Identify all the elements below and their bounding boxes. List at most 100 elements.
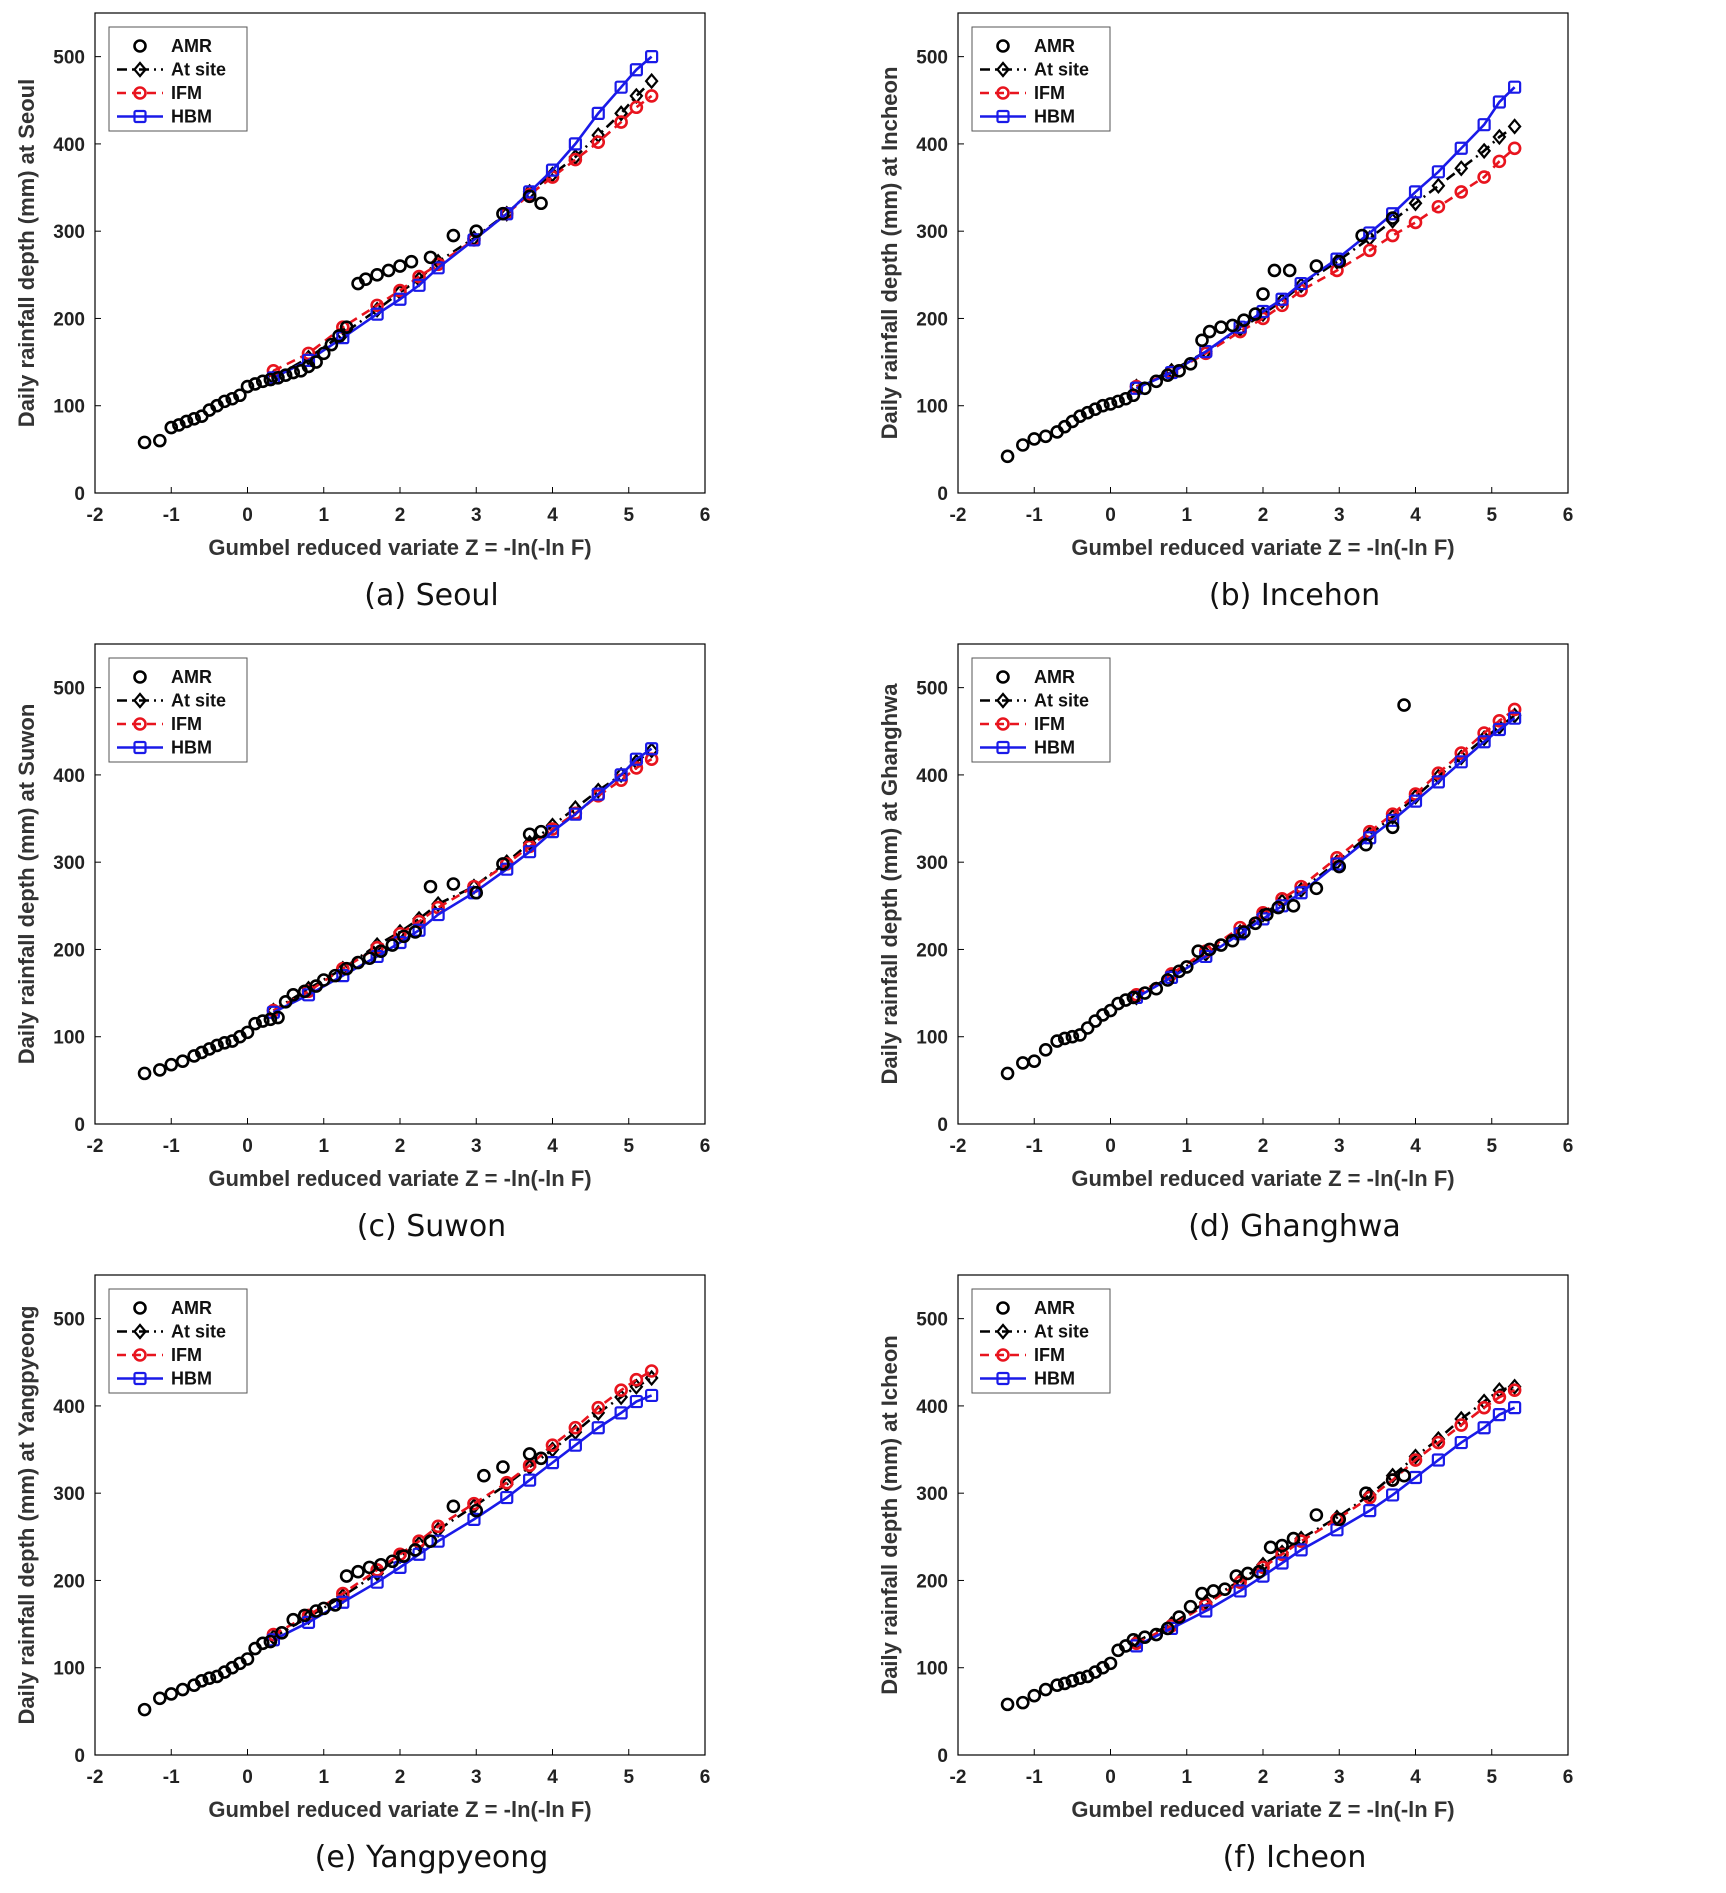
x-tick-label: 0 bbox=[1105, 1767, 1116, 1788]
series-at-site-point-11 bbox=[1431, 177, 1446, 195]
y-tick-label: 500 bbox=[53, 1310, 85, 1331]
y-tick-label: 500 bbox=[53, 48, 85, 69]
series-ifm-point-11 bbox=[1431, 766, 1446, 780]
legend-hbm-marker-point-0 bbox=[133, 109, 147, 124]
series-amr-point-7 bbox=[1073, 1028, 1087, 1042]
series-ifm-point-8 bbox=[499, 1475, 514, 1490]
series-amr-point-14 bbox=[263, 1634, 278, 1649]
x-tick-label: 2 bbox=[1258, 1136, 1269, 1157]
chart-e: -2 -1 0 1 2 3 4 5 6 0 100 200 300 400 500 Gumbel reduce… bbox=[14, 1274, 710, 1822]
series-hbm-point-2 bbox=[336, 1595, 350, 1609]
series-amr-point-20 bbox=[316, 973, 331, 987]
series-amr-point-3 bbox=[1038, 429, 1053, 444]
series-ifm-point-13 bbox=[614, 115, 628, 129]
series-hbm-point-7 bbox=[1330, 857, 1344, 871]
series-ifm-point-10 bbox=[1408, 1453, 1423, 1467]
series-hbm-point-4 bbox=[1256, 304, 1270, 319]
series-amr-point-21 bbox=[309, 355, 323, 369]
series-amr-point-28 bbox=[1282, 263, 1297, 278]
series-amr-point-5 bbox=[194, 1674, 209, 1688]
x-tick-label: -2 bbox=[87, 505, 104, 526]
legend-at-site-label: At site bbox=[171, 691, 226, 711]
x-tick-label: 4 bbox=[547, 505, 558, 526]
series-amr-point-2 bbox=[164, 1687, 179, 1701]
x-axis-label: Gumbel reduced variate Z = -ln(-ln F) bbox=[1071, 1166, 1454, 1191]
x-tick-label: 6 bbox=[700, 1136, 711, 1157]
x-tick-label: 6 bbox=[1563, 505, 1574, 526]
series-amr-point-14 bbox=[255, 374, 270, 389]
y-tick-label: 0 bbox=[74, 484, 85, 505]
x-tick-label: 0 bbox=[1105, 1136, 1116, 1157]
series-amr-point-25 bbox=[1252, 1564, 1266, 1579]
chart-a: -2 -1 0 1 2 3 4 5 6 0 100 200 300 400 500 Gumbel reduce… bbox=[14, 12, 710, 560]
series-amr-point-34 bbox=[534, 1451, 548, 1466]
series-amr-point-22 bbox=[1218, 1582, 1232, 1596]
series-hbm-point-15 bbox=[645, 742, 659, 756]
x-tick-label: 3 bbox=[1334, 1767, 1345, 1788]
x-tick-label: 3 bbox=[1334, 1136, 1345, 1157]
series-hbm-point-5 bbox=[1275, 1556, 1289, 1570]
legend: AMR At site IFM HBM bbox=[971, 657, 1111, 763]
series-amr-point-18 bbox=[297, 984, 312, 999]
x-tick-label: 5 bbox=[623, 1136, 634, 1157]
series-ifm-point-14 bbox=[629, 1372, 644, 1387]
x-tick-label: 4 bbox=[1410, 1136, 1421, 1157]
series-ifm-point-14 bbox=[629, 100, 644, 115]
legend-amr-label: AMR bbox=[171, 667, 212, 687]
series-amr-point-4 bbox=[1050, 1678, 1064, 1692]
series-hbm-point-6 bbox=[1294, 886, 1308, 900]
series-amr-point-3 bbox=[172, 418, 186, 432]
series-amr-point-11 bbox=[1103, 1656, 1118, 1671]
series-ifm-point-13 bbox=[1477, 1400, 1491, 1415]
legend-hbm-label: HBM bbox=[1034, 1369, 1075, 1389]
series-amr-point-25 bbox=[374, 944, 388, 959]
series-amr-point-17 bbox=[297, 1608, 312, 1623]
series-amr-point-19 bbox=[316, 1601, 331, 1616]
legend: AMR At site IFM HBM bbox=[108, 657, 248, 763]
series-hbm-line bbox=[1135, 717, 1516, 999]
series-ifm-point-12 bbox=[1454, 1418, 1469, 1432]
series-amr-point-1 bbox=[153, 433, 167, 448]
series-hbm-point-13 bbox=[1477, 735, 1491, 749]
legend-at-site-label: At site bbox=[171, 1322, 226, 1342]
y-tick-label: 400 bbox=[53, 766, 85, 787]
chart-f: -2 -1 0 1 2 3 4 5 6 0 100 200 300 400 500 Gumbel reduce… bbox=[877, 1274, 1573, 1822]
legend-at-site-label: At site bbox=[1034, 60, 1089, 80]
series-amr-point-19 bbox=[1183, 357, 1198, 371]
series-hbm-point-6 bbox=[431, 1534, 445, 1548]
series-hbm-point-2 bbox=[336, 969, 350, 983]
legend-amr-marker-point-0 bbox=[133, 670, 147, 684]
x-tick-label: -1 bbox=[1026, 505, 1043, 526]
series-amr-point-25 bbox=[339, 320, 354, 334]
series-hbm-point-14 bbox=[1492, 95, 1506, 109]
series-amr-point-13 bbox=[255, 1636, 270, 1651]
series-hbm-point-14 bbox=[1492, 722, 1506, 737]
series-ifm-point-4 bbox=[393, 283, 407, 298]
series-amr bbox=[1000, 1468, 1411, 1712]
legend-ifm-label: IFM bbox=[171, 83, 202, 103]
x-tick-label: 2 bbox=[1258, 505, 1269, 526]
series-ifm-point-2 bbox=[336, 1586, 350, 1601]
legend-ifm-marker-point-0 bbox=[996, 86, 1010, 100]
y-tick-label: 300 bbox=[916, 1484, 948, 1505]
series-amr-point-14 bbox=[1126, 990, 1141, 1005]
series-hbm-point-9 bbox=[523, 845, 537, 859]
series-hbm-point-8 bbox=[1363, 831, 1377, 845]
series-hbm-point-12 bbox=[1454, 141, 1468, 155]
legend-amr-label: AMR bbox=[1034, 36, 1075, 56]
series-hbm-point-0 bbox=[1129, 381, 1144, 395]
x-axis-label: Gumbel reduced variate Z = -ln(-ln F) bbox=[208, 535, 591, 560]
legend-box bbox=[971, 26, 1111, 132]
series-amr-point-6 bbox=[1065, 1029, 1080, 1044]
legend-at-site-label: At site bbox=[1034, 691, 1089, 711]
series-amr-point-17 bbox=[1160, 1621, 1175, 1636]
y-tick-label: 100 bbox=[53, 1028, 85, 1049]
series-amr-point-5 bbox=[1057, 1031, 1072, 1046]
legend-amr-label: AMR bbox=[1034, 1298, 1075, 1318]
series-amr-point-25 bbox=[1248, 307, 1263, 321]
series-ifm-point-15 bbox=[644, 1364, 659, 1378]
series-hbm-point-2 bbox=[1199, 345, 1213, 359]
series-amr-point-0 bbox=[137, 1066, 152, 1081]
series-amr-point-0 bbox=[1000, 1697, 1015, 1712]
series-ifm-point-11 bbox=[568, 152, 583, 167]
